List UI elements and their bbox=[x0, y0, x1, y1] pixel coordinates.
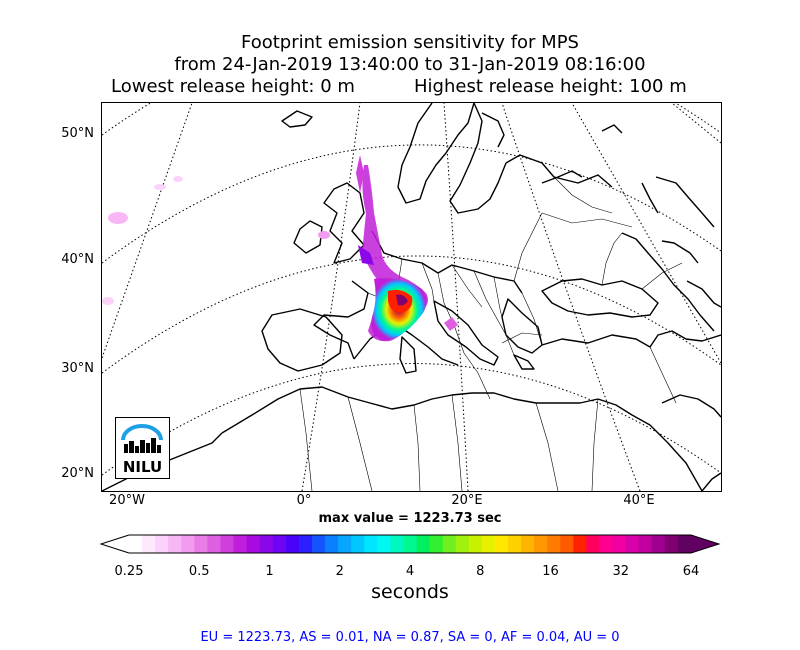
lat-label-50n: 50°N bbox=[61, 126, 94, 141]
colorbar-cell bbox=[377, 535, 391, 553]
colorbar-cell bbox=[168, 535, 182, 553]
nilu-logo: NILU bbox=[115, 417, 170, 479]
max-value-label: max value = 1223.73 sec bbox=[318, 511, 502, 526]
release-height-right: Highest release height: 100 m bbox=[414, 76, 687, 97]
colorbar-cell bbox=[573, 535, 588, 553]
colorbar-cell bbox=[560, 535, 574, 553]
colorbar-cell bbox=[364, 535, 378, 553]
emission-sensitivity-plume bbox=[102, 155, 458, 342]
colorbar-cell bbox=[272, 535, 287, 553]
colorbar-extend-high bbox=[691, 535, 719, 553]
lat-label-30n: 30°N bbox=[61, 361, 94, 376]
colorbar-tick-label: 0.5 bbox=[188, 564, 210, 579]
colorbar-label: seconds bbox=[371, 581, 449, 603]
colorbar-cell bbox=[155, 535, 169, 553]
lon-label-40e: 40°E bbox=[623, 493, 655, 508]
colorbar-extend-low bbox=[101, 535, 129, 553]
colorbar-cell bbox=[351, 535, 365, 553]
colorbar-cell bbox=[142, 535, 156, 553]
colorbar-cell bbox=[677, 535, 692, 553]
coastlines bbox=[102, 103, 721, 491]
colorbar bbox=[99, 534, 721, 554]
colorbar-cell bbox=[651, 535, 666, 553]
colorbar-tick-label: 64 bbox=[682, 564, 700, 579]
colorbar-cell bbox=[403, 535, 418, 553]
colorbar-cell bbox=[207, 535, 222, 553]
lat-label-40n: 40°N bbox=[61, 252, 94, 267]
colorbar-cell bbox=[416, 535, 431, 553]
colorbar-cell bbox=[638, 535, 653, 553]
colorbar-cell bbox=[481, 535, 496, 553]
colorbar-cell bbox=[298, 535, 313, 553]
colorbar-tick-label: 0.25 bbox=[114, 564, 144, 579]
colorbar-cell bbox=[625, 535, 640, 553]
colorbar-tick-label: 8 bbox=[476, 564, 485, 579]
colorbar-cell bbox=[508, 535, 522, 553]
colorbar-cell bbox=[246, 535, 261, 553]
colorbar-cell bbox=[599, 535, 614, 553]
colorbar-tick-label: 16 bbox=[542, 564, 559, 579]
title-line-2: from 24-Jan-2019 13:40:00 to 31-Jan-2019… bbox=[174, 54, 646, 75]
colorbar-cell bbox=[233, 535, 248, 553]
colorbar-cell bbox=[325, 535, 339, 553]
colorbar-cell bbox=[220, 535, 235, 553]
lon-label-20e: 20°E bbox=[451, 493, 483, 508]
title-line-1: Footprint emission sensitivity for MPS bbox=[241, 32, 579, 53]
map-graphic bbox=[102, 103, 721, 491]
colorbar-cell bbox=[194, 535, 209, 553]
map-panel[interactable] bbox=[101, 102, 722, 492]
colorbar-cell bbox=[429, 535, 444, 553]
region-summary: EU = 1223.73, AS = 0.01, NA = 0.87, SA =… bbox=[200, 630, 620, 645]
colorbar-tick-label: 4 bbox=[405, 564, 415, 579]
colorbar-cell bbox=[285, 535, 300, 553]
colorbar-cell bbox=[547, 535, 561, 553]
colorbar-cell bbox=[612, 535, 627, 553]
colorbar-cell bbox=[468, 535, 483, 553]
colorbar-cell bbox=[338, 535, 352, 553]
colorbar-outline bbox=[99, 534, 721, 554]
release-height-left: Lowest release height: 0 m bbox=[111, 76, 355, 97]
colorbar-tick-label: 32 bbox=[612, 564, 630, 579]
colorbar-cell bbox=[259, 535, 274, 553]
lat-label-20n: 20°N bbox=[61, 466, 94, 481]
colorbar-cell bbox=[586, 535, 601, 553]
colorbar-tick-label: 1 bbox=[265, 564, 274, 579]
lon-label-20w: 20°W bbox=[109, 493, 145, 508]
logo-text: NILU bbox=[122, 458, 163, 476]
colorbar-tick-label: 2 bbox=[335, 564, 344, 579]
colorbar-cell bbox=[442, 535, 457, 553]
colorbar-cell bbox=[129, 535, 143, 553]
colorbar-cell bbox=[521, 535, 535, 553]
colorbar-cell bbox=[494, 535, 509, 553]
colorbar-cell bbox=[664, 535, 679, 553]
logo-skyline-icon bbox=[121, 424, 163, 453]
colorbar-cell bbox=[455, 535, 470, 553]
colorbar-cell bbox=[534, 535, 548, 553]
colorbar-cell bbox=[390, 535, 405, 553]
lon-label-0: 0° bbox=[296, 493, 312, 508]
borders bbox=[299, 176, 683, 491]
colorbar-cell bbox=[181, 535, 195, 553]
colorbar-cell bbox=[311, 535, 326, 553]
graticule bbox=[102, 103, 721, 491]
